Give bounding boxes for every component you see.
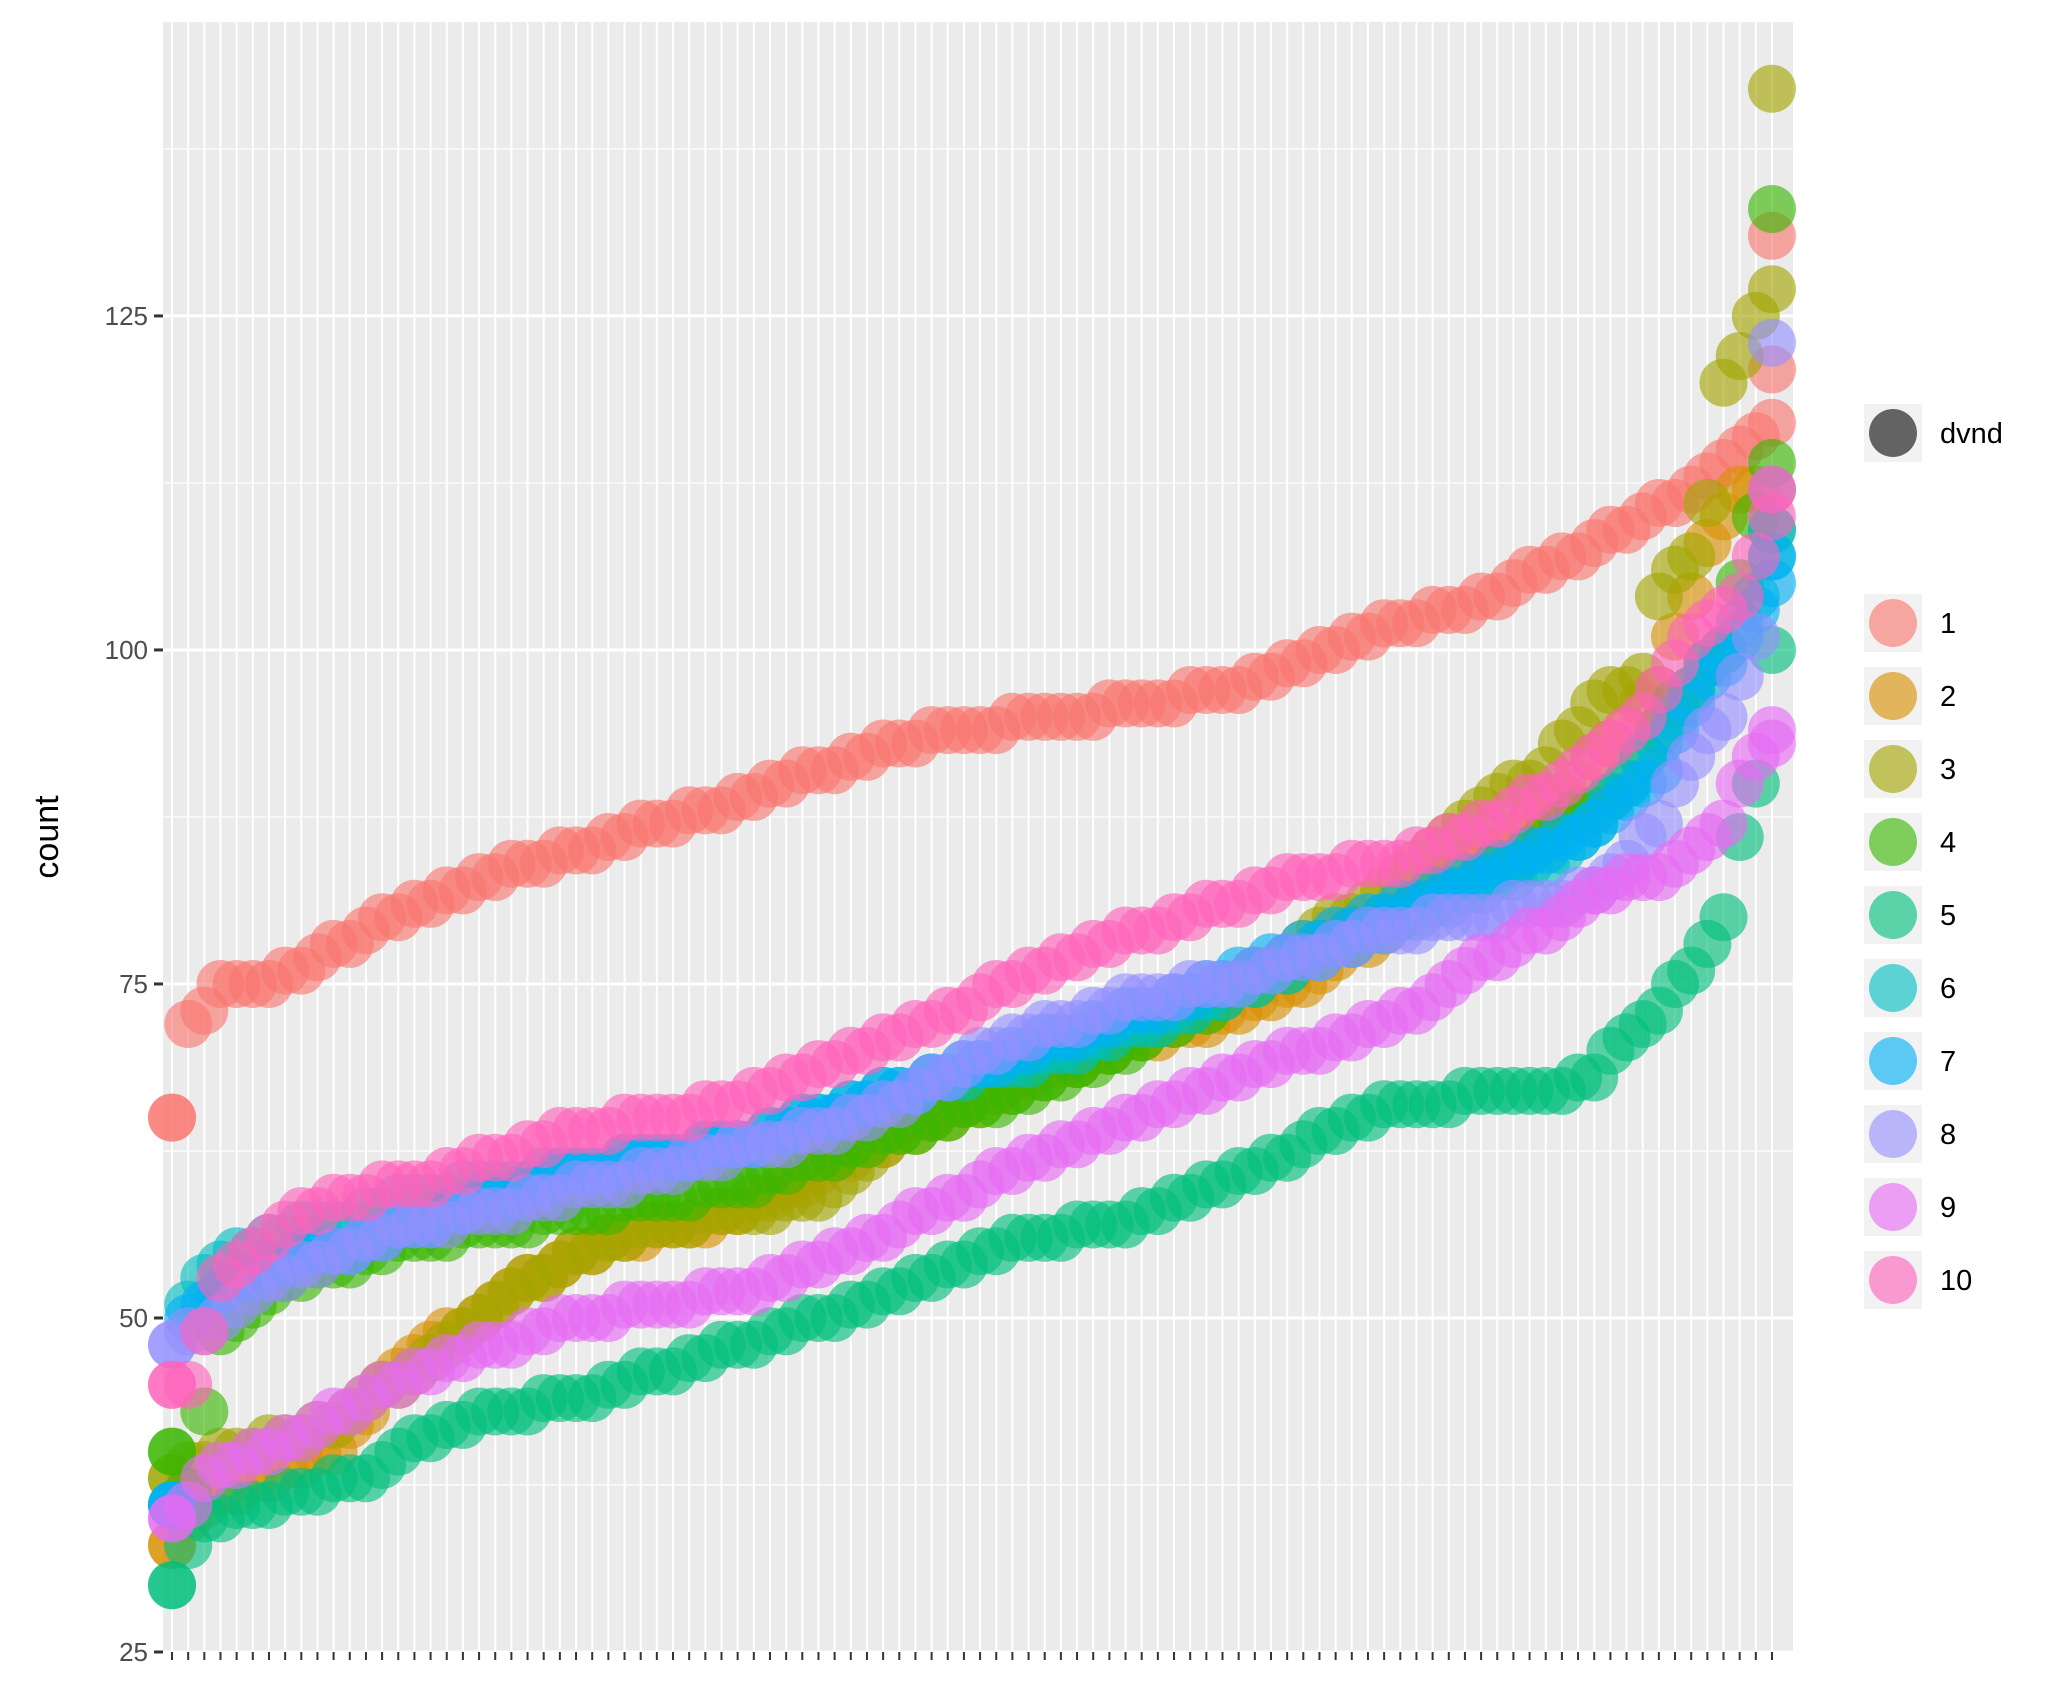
legend-swatch [1869, 745, 1917, 793]
legend-label: 7 [1940, 1046, 1956, 1078]
data-point [1667, 532, 1716, 581]
data-point [1731, 532, 1780, 581]
legend-label: 3 [1940, 754, 1956, 786]
data-point [1748, 465, 1796, 514]
data-point [148, 1561, 196, 1610]
legend-color: 1 2 3 4 5 6 7 8 9 10 [1864, 594, 1972, 1309]
data-point [1699, 692, 1748, 741]
data-point [1748, 398, 1796, 447]
series-9 [148, 706, 1796, 1543]
y-tick-label: 100 [105, 635, 148, 665]
y-axis-title: count [28, 795, 66, 879]
data-point [1748, 318, 1796, 367]
data-point [1683, 479, 1732, 527]
data-point [180, 1307, 229, 1356]
legend-size: dvnd [1864, 404, 2003, 462]
data-point [148, 1494, 196, 1543]
data-point [1715, 572, 1764, 621]
data-point [1748, 185, 1796, 233]
legend-label: 2 [1940, 681, 1956, 713]
data-point [1748, 265, 1796, 314]
y-axis: 25 50 75 100 125 [105, 301, 1773, 1667]
legend-swatch [1869, 599, 1917, 647]
legend-label: 5 [1940, 900, 1956, 932]
data-point [1748, 64, 1796, 113]
legend-swatch [1869, 818, 1917, 866]
y-tick-label: 125 [105, 301, 148, 331]
data-point [1699, 893, 1748, 942]
data-points [148, 64, 1796, 1610]
series-1 [148, 211, 1796, 1142]
y-tick-label: 75 [119, 969, 148, 999]
legend-label: 4 [1940, 827, 1956, 859]
legend-label: 9 [1940, 1192, 1956, 1224]
legend-label: 6 [1940, 973, 1956, 1005]
data-point [148, 1093, 196, 1142]
data-point [148, 1360, 196, 1409]
data-point [1699, 799, 1748, 848]
y-tick-label: 50 [119, 1303, 148, 1333]
series-5 [148, 505, 1796, 1610]
legend-label: 1 [1940, 608, 1956, 640]
legend-label: 8 [1940, 1119, 1956, 1151]
data-point [1634, 799, 1683, 848]
legend-swatch [1869, 891, 1917, 939]
data-point [1748, 706, 1796, 755]
series-10 [148, 465, 1796, 1409]
legend-label: 10 [1940, 1265, 1972, 1297]
legend-swatch [1869, 1256, 1917, 1304]
legend-swatch [1869, 1183, 1917, 1231]
legend-swatch [1869, 1110, 1917, 1158]
legend-size-swatch [1869, 409, 1917, 457]
y-tick-label: 25 [119, 1637, 148, 1667]
legend-size-label: dvnd [1940, 418, 2003, 450]
legend-swatch [1869, 964, 1917, 1012]
data-point [148, 1427, 196, 1476]
data-point [1731, 612, 1780, 661]
legend-swatch [1869, 672, 1917, 720]
legend-swatch [1869, 1037, 1917, 1085]
data-point [1715, 652, 1764, 701]
